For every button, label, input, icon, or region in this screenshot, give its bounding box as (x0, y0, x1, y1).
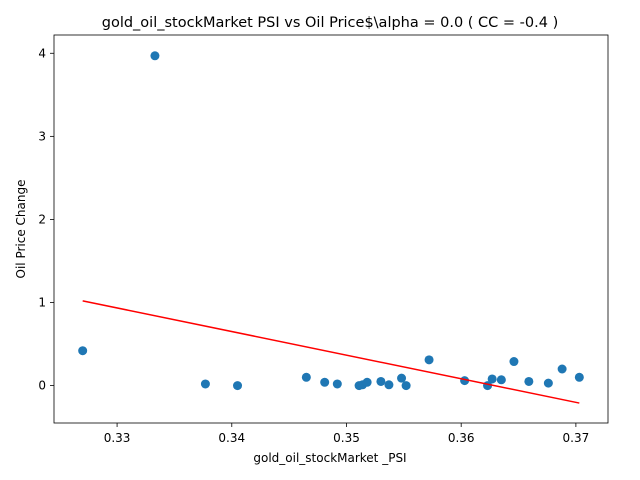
y-tick-label: 3 (38, 129, 46, 143)
x-tick-label: 0.34 (218, 431, 245, 445)
x-tick-label: 0.37 (563, 431, 590, 445)
y-tick-label: 4 (38, 46, 46, 60)
chart-title: gold_oil_stockMarket PSI vs Oil Price$\a… (102, 15, 558, 31)
data-point (509, 357, 519, 367)
chart-axes: 0.33 0.34 0.35 0.36 0.37 0 1 2 3 4 (38, 34, 609, 445)
data-point (496, 375, 506, 385)
data-point (320, 377, 330, 387)
data-point (487, 374, 497, 384)
data-point (332, 379, 342, 389)
data-point (150, 51, 160, 61)
data-point (424, 355, 434, 365)
x-axis-label: gold_oil_stockMarket _PSI (253, 451, 406, 465)
data-point (557, 364, 567, 374)
data-point (376, 376, 386, 386)
y-axis-label: Oil Price Change (14, 180, 28, 279)
y-tick-label: 0 (38, 379, 46, 393)
data-point (78, 346, 88, 356)
data-point (401, 381, 411, 391)
y-tick-label: 2 (38, 212, 46, 226)
x-tick-label: 0.35 (333, 431, 360, 445)
data-point (233, 381, 243, 391)
y-tick-label: 1 (38, 296, 46, 310)
data-point (574, 372, 584, 382)
data-point (397, 373, 407, 383)
axes-frame (53, 34, 609, 424)
x-tick-label: 0.33 (104, 431, 131, 445)
x-tick-label: 0.36 (448, 431, 475, 445)
fit-line (82, 300, 580, 404)
chart-marks (78, 51, 584, 404)
data-point (200, 379, 210, 389)
data-point (524, 376, 534, 386)
data-point (543, 378, 553, 388)
data-point (384, 380, 394, 390)
data-point (301, 372, 311, 382)
data-point (362, 377, 372, 387)
